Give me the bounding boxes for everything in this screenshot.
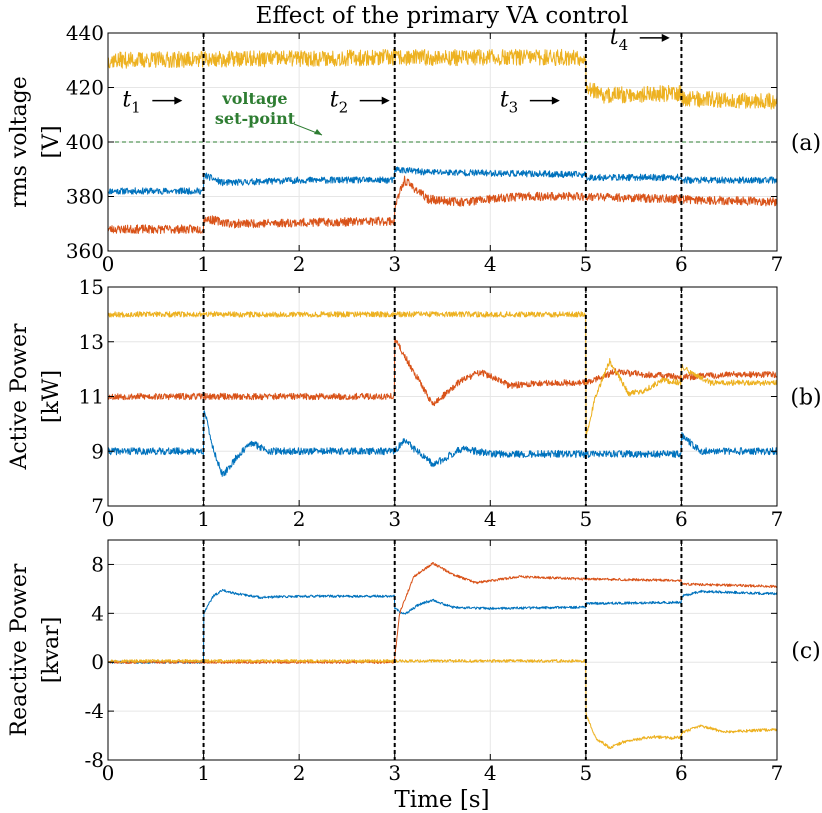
y-axis-label: Active Power <box>7 323 32 471</box>
y-axis-label: [kvar] <box>39 617 64 684</box>
annotation-arrow-head <box>551 96 560 105</box>
annotation-arrow-head <box>381 96 390 105</box>
y-tick-label: -8 <box>85 748 104 772</box>
x-tick-label: 1 <box>197 761 210 785</box>
time-annotation-subscript: 2 <box>339 99 349 117</box>
panel-b: 0 1 2 3 4 5 6 7 7 9 11 13 15 Active Power [kW] (b) <box>7 275 822 531</box>
x-tick-label: 6 <box>675 252 688 276</box>
panel-c: 0 1 2 3 4 5 6 7 -8 -4 0 4 8 Reactive Power [kvar] (c) <box>7 539 821 785</box>
time-annotation-subscript: 4 <box>619 36 629 54</box>
series-red <box>108 175 777 235</box>
annotation-arrow-head <box>661 33 670 42</box>
series-group <box>108 311 777 477</box>
x-tick-label: 2 <box>293 507 306 531</box>
x-tick-label: 2 <box>293 252 306 276</box>
x-tick-label: 1 <box>197 507 210 531</box>
x-tick-label: 5 <box>579 507 592 531</box>
x-tick-label: 5 <box>579 252 592 276</box>
y-axis-label: [kW] <box>39 370 64 423</box>
y-tick-label: 380 <box>66 185 104 209</box>
panel-label: (c) <box>791 639 821 664</box>
y-tick-label: 9 <box>91 439 104 463</box>
x-tick-label: 3 <box>388 252 401 276</box>
setpoint-label: set-point <box>215 109 296 128</box>
x-tick-label: 3 <box>388 507 401 531</box>
y-axis-label: rms voltage <box>7 76 32 207</box>
series-red <box>108 336 777 407</box>
y-tick-label: 0 <box>91 650 104 674</box>
x-tick-label: 0 <box>102 507 115 531</box>
series-blue <box>108 588 777 664</box>
x-tick-label: 2 <box>293 761 306 785</box>
y-tick-label: 420 <box>66 76 104 100</box>
figure-title: Effect of the primary VA control <box>256 3 629 29</box>
series-group <box>108 562 777 750</box>
series-blue <box>108 166 777 195</box>
time-annotation-subscript: 1 <box>131 99 141 117</box>
panel-a: 0 1 2 3 4 5 6 7 360 380 400 420 440 rms voltage [V] (a)… <box>7 21 821 276</box>
y-tick-label: -4 <box>85 699 104 723</box>
time-annotation-subscript: 3 <box>509 99 519 117</box>
time-annotation: t4 <box>610 25 628 54</box>
series-yellow <box>108 48 777 110</box>
y-tick-label: 4 <box>91 601 104 625</box>
series-group <box>108 48 777 235</box>
series-blue <box>108 410 777 477</box>
series-yellow <box>108 659 777 750</box>
x-axis-label: Time [s] <box>394 787 489 813</box>
x-tick-label: 6 <box>675 761 688 785</box>
x-tick-label: 0 <box>102 761 115 785</box>
y-tick-label: 360 <box>66 239 104 263</box>
x-tick-label: 5 <box>579 761 592 785</box>
x-tick-label: 1 <box>197 252 210 276</box>
x-tick-label: 7 <box>771 761 784 785</box>
plot-area <box>108 540 777 760</box>
annotation-arrow-head <box>174 96 183 105</box>
x-tick-label: 3 <box>388 761 401 785</box>
y-tick-label: 400 <box>66 130 104 154</box>
x-tick-label: 4 <box>484 761 497 785</box>
x-tick-label: 4 <box>484 252 497 276</box>
series-yellow <box>108 311 777 439</box>
y-tick-label: 7 <box>91 494 104 518</box>
x-tick-label: 4 <box>484 507 497 531</box>
x-tick-label: 7 <box>771 252 784 276</box>
y-tick-label: 440 <box>66 21 104 45</box>
y-axis-label: Reactive Power <box>7 563 32 736</box>
x-tick-label: 6 <box>675 507 688 531</box>
y-axis-label: [V] <box>39 125 64 158</box>
axes-frame <box>107 539 778 761</box>
y-tick-label: 11 <box>79 385 104 409</box>
panel-label: (a) <box>791 131 821 156</box>
y-tick-label: 8 <box>91 552 104 576</box>
y-tick-label: 13 <box>79 330 104 354</box>
setpoint-pointer-head <box>314 129 322 135</box>
setpoint-label: voltage <box>221 89 287 108</box>
x-tick-label: 0 <box>102 252 115 276</box>
panel-label: (b) <box>790 386 821 411</box>
x-tick-label: 7 <box>771 507 784 531</box>
y-tick-label: 15 <box>79 275 104 299</box>
